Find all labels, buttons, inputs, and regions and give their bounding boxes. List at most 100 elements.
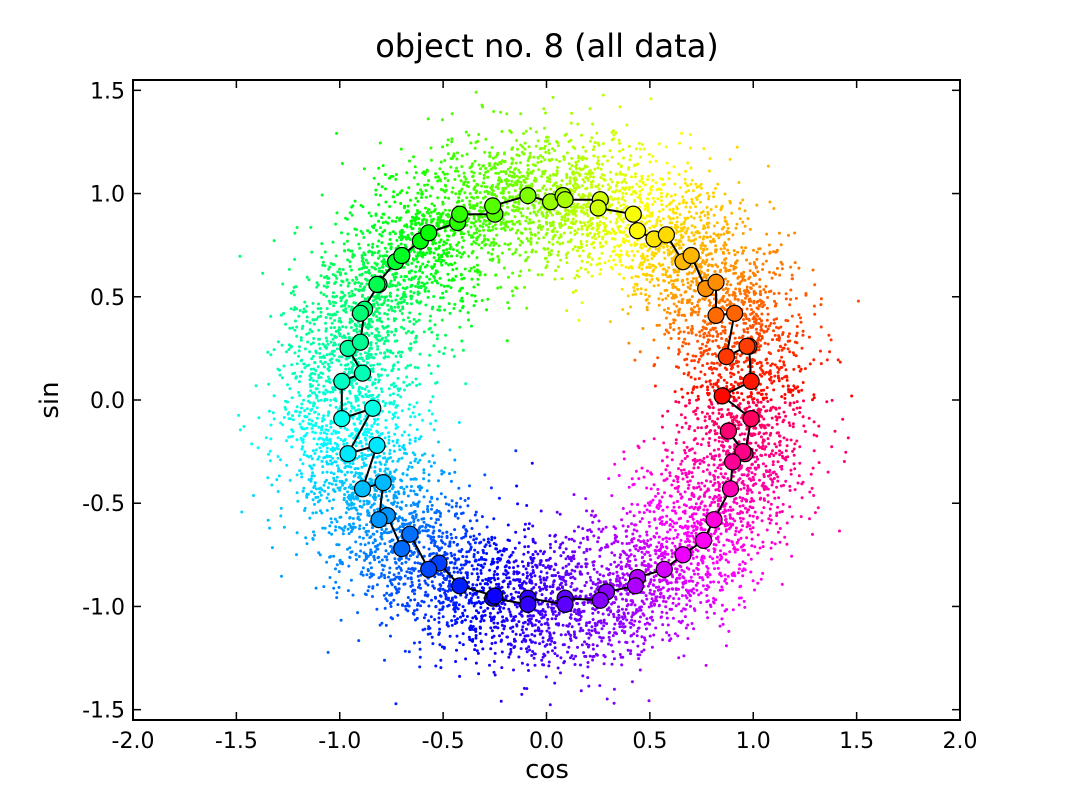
scatter-point: [693, 242, 696, 246]
scatter-point: [596, 581, 600, 585]
scatter-point: [483, 190, 487, 194]
scatter-point: [779, 243, 783, 247]
scatter-point: [792, 447, 796, 451]
scatter-point: [330, 361, 334, 365]
scatter-point: [479, 571, 483, 575]
scatter-point: [591, 643, 595, 647]
scatter-point: [478, 224, 482, 228]
scatter-point: [383, 173, 387, 176]
scatter-point: [281, 423, 285, 427]
scatter-point: [507, 275, 510, 279]
scatter-point: [319, 376, 323, 379]
scatter-point: [501, 217, 505, 221]
scatter-point: [736, 364, 740, 368]
scatter-point: [533, 623, 537, 627]
scatter-point: [445, 248, 449, 252]
scatter-point: [652, 338, 656, 342]
scatter-point: [621, 231, 625, 235]
scatter-point: [416, 191, 420, 195]
scatter-point: [282, 311, 286, 315]
scatter-point: [348, 294, 352, 298]
scatter-point: [311, 341, 315, 345]
scatter-point: [764, 284, 768, 288]
scatter-point: [494, 273, 498, 277]
scatter-point: [372, 502, 376, 506]
scatter-point: [566, 650, 569, 654]
scatter-point: [314, 496, 318, 499]
scatter-point: [384, 597, 388, 601]
scatter-point: [318, 498, 322, 502]
scatter-point: [481, 548, 485, 552]
scatter-point: [325, 353, 329, 357]
scatter-point: [683, 337, 687, 341]
scatter-point: [756, 270, 760, 274]
scatter-point: [302, 362, 306, 366]
scatter-point: [638, 534, 642, 538]
scatter-point: [742, 486, 746, 490]
scatter-point: [776, 370, 780, 374]
scatter-point: [352, 480, 355, 484]
scatter-point: [413, 453, 417, 457]
scatter-point: [704, 260, 708, 264]
scatter-point: [794, 334, 798, 338]
scatter-point: [512, 566, 515, 570]
scatter-point: [437, 518, 440, 522]
scatter-point: [436, 216, 440, 219]
scatter-point: [434, 172, 438, 176]
scatter-point: [648, 588, 652, 592]
scatter-point: [328, 365, 331, 369]
scatter-point: [720, 407, 723, 411]
scatter-point: [471, 206, 475, 210]
scatter-point: [337, 585, 341, 589]
scatter-point: [755, 257, 759, 261]
scatter-point: [315, 379, 319, 383]
scatter-point: [418, 640, 422, 644]
scatter-point: [638, 147, 642, 151]
scatter-point: [640, 650, 644, 654]
scatter-point: [422, 330, 426, 334]
scatter-point: [392, 402, 396, 406]
scatter-point: [615, 188, 618, 192]
scatter-point: [684, 342, 688, 346]
scatter-point: [385, 250, 389, 254]
scatter-point: [475, 182, 479, 186]
scatter-point: [768, 324, 771, 328]
scatter-point: [807, 416, 811, 420]
scatter-point: [729, 371, 732, 375]
scatter-point: [389, 175, 393, 178]
scatter-point: [475, 617, 478, 621]
scatter-point: [318, 351, 322, 355]
scatter-point: [461, 614, 465, 618]
scatter-point: [687, 238, 691, 242]
scatter-point: [726, 477, 730, 481]
scatter-point: [722, 244, 726, 247]
scatter-point: [519, 112, 523, 116]
scatter-point: [627, 254, 631, 258]
scatter-point: [742, 321, 746, 325]
scatter-point: [724, 529, 728, 533]
scatter-point: [749, 570, 753, 574]
scatter-point: [370, 265, 374, 269]
scatter-point: [712, 596, 715, 600]
scatter-point: [469, 620, 473, 623]
scatter-point: [717, 439, 721, 443]
scatter-point: [441, 170, 445, 174]
scatter-point: [702, 508, 706, 512]
scatter-point: [308, 464, 312, 468]
scatter-point: [775, 511, 779, 515]
scatter-point: [514, 248, 518, 252]
scatter-point: [697, 377, 701, 380]
scatter-point: [447, 596, 451, 600]
scatter-point: [745, 258, 748, 262]
scatter-point: [774, 472, 778, 476]
scatter-point: [453, 470, 457, 474]
scatter-point: [308, 350, 312, 354]
scatter-point: [560, 179, 564, 183]
scatter-point: [723, 325, 727, 329]
scatter-point: [721, 588, 724, 592]
scatter-point: [714, 529, 718, 533]
scatter-point: [675, 220, 679, 224]
scatter-point: [685, 445, 689, 449]
scatter-point: [298, 345, 301, 349]
scatter-point: [743, 209, 747, 213]
